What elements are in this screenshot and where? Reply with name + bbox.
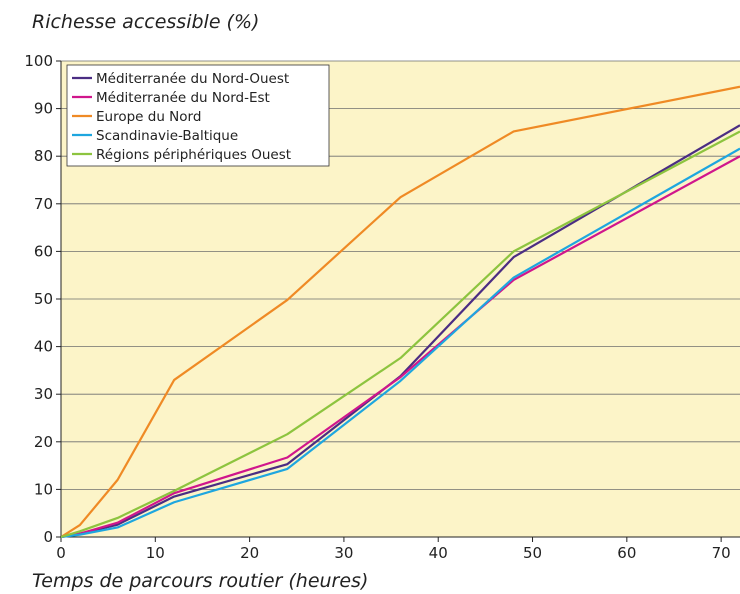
x-tick-label-10: 10 [146,544,165,562]
y-tick-label-20: 20 [34,433,53,451]
x-axis-label: Temps de parcours routier (heures) [32,570,368,592]
x-tick-label-20: 20 [240,544,259,562]
y-tick-label-80: 80 [34,147,53,165]
y-tick-label-40: 40 [34,338,53,356]
legend-label-5: Régions périphériques Ouest [96,147,291,163]
y-axis-label: Richesse accessible (%) [32,11,259,33]
y-tick-label-70: 70 [34,195,53,213]
x-tick-label-60: 60 [617,544,636,562]
legend-box [66,64,330,167]
x-tick-label-30: 30 [334,544,353,562]
x-tick-label-50: 50 [523,544,542,562]
y-tick-label-0: 0 [43,528,53,546]
series-line-4 [61,147,740,539]
legend-label-3: Europe du Nord [96,109,201,125]
y-tick-label-30: 30 [34,385,53,403]
y-tick-label-50: 50 [34,290,53,308]
y-tick-label-10: 10 [34,480,53,498]
legend-label-4: Scandinavie-Baltique [96,128,238,144]
y-tick-label-90: 90 [34,100,53,118]
x-tick-label-40: 40 [429,544,448,562]
series-line-3 [61,85,740,538]
legend-label-2: Méditerranée du Nord-Est [96,90,270,106]
y-tick-label-60: 60 [34,242,53,260]
x-tick-label-0: 0 [56,544,66,562]
y-tick-label-100: 100 [24,52,53,70]
legend-label-1: Méditerranée du Nord-Ouest [96,71,289,87]
x-tick-label-70: 70 [712,544,731,562]
series-line-5 [61,130,740,539]
